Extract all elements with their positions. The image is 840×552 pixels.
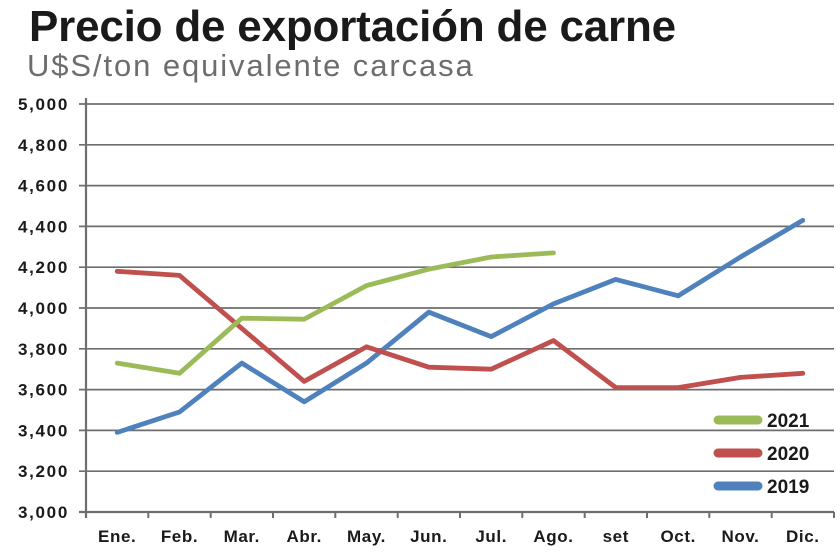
svg-text:3,200: 3,200 [18, 462, 69, 481]
svg-text:Feb.: Feb. [161, 527, 198, 546]
svg-text:3,400: 3,400 [18, 421, 69, 440]
svg-text:Nov.: Nov. [722, 527, 760, 546]
svg-text:5,000: 5,000 [18, 95, 69, 114]
svg-text:4,400: 4,400 [18, 217, 69, 236]
svg-text:Abr.: Abr. [286, 527, 321, 546]
svg-text:2021: 2021 [767, 411, 810, 432]
svg-text:Jun.: Jun. [410, 527, 447, 546]
svg-text:Oct.: Oct. [660, 527, 695, 546]
svg-text:3,600: 3,600 [18, 381, 69, 400]
svg-text:May.: May. [347, 527, 386, 546]
svg-text:Ene.: Ene. [98, 527, 136, 546]
svg-text:Ago.: Ago. [533, 527, 573, 546]
svg-text:2019: 2019 [767, 477, 809, 498]
svg-text:3,800: 3,800 [18, 340, 69, 359]
svg-text:Mar.: Mar. [224, 527, 260, 546]
svg-text:Dic.: Dic. [786, 527, 820, 546]
svg-text:4,600: 4,600 [18, 177, 69, 196]
svg-text:4,800: 4,800 [18, 136, 69, 155]
svg-text:4,200: 4,200 [18, 258, 69, 277]
svg-text:2020: 2020 [767, 444, 809, 465]
svg-text:3,000: 3,000 [18, 503, 69, 522]
svg-text:set: set [603, 527, 629, 546]
svg-text:4,000: 4,000 [18, 299, 69, 318]
svg-text:Jul.: Jul. [475, 527, 507, 546]
